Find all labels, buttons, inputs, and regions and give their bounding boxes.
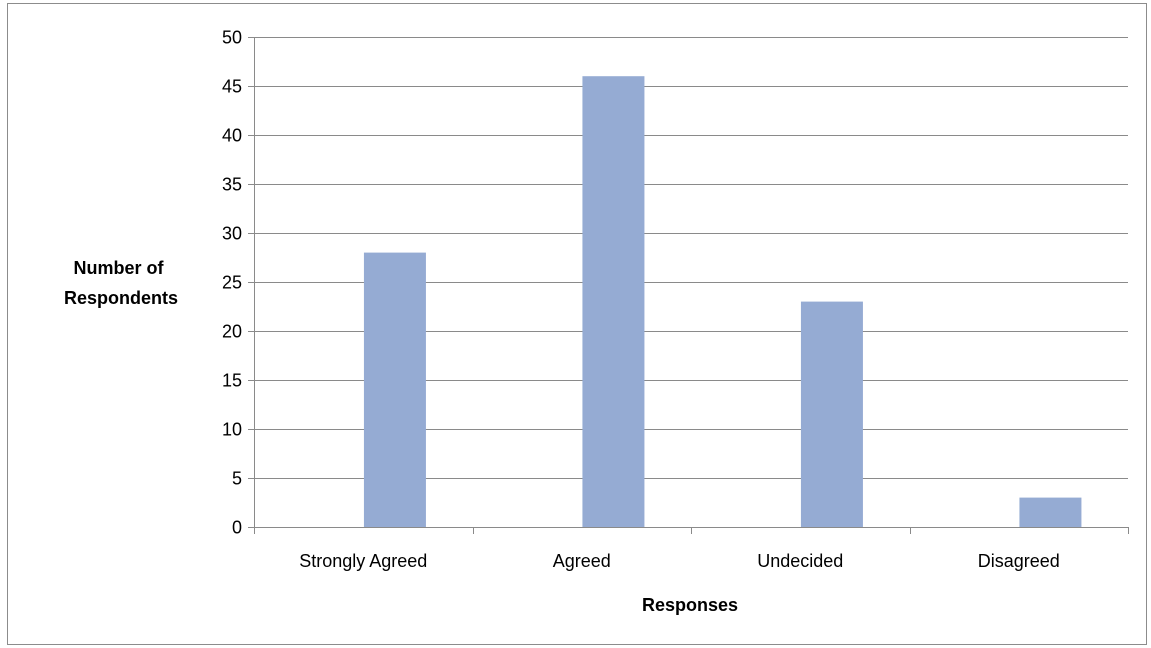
axes bbox=[248, 37, 1129, 534]
y-tick-label-35: 35 bbox=[222, 175, 242, 195]
y-tick-label-15: 15 bbox=[222, 371, 242, 391]
y-tick-label-45: 45 bbox=[222, 77, 242, 97]
y-tick-label-0: 0 bbox=[232, 518, 242, 538]
x-tick-label-agreed: Agreed bbox=[553, 551, 611, 571]
chart-frame bbox=[7, 3, 1147, 645]
y-axis-title-line-1: Number of bbox=[73, 258, 164, 278]
x-tick-label-disagreed: Disagreed bbox=[978, 551, 1060, 571]
bars bbox=[363, 76, 1082, 527]
y-tick-label-20: 20 bbox=[222, 322, 242, 342]
y-tick-label-40: 40 bbox=[222, 126, 242, 146]
x-tick-label-undecided: Undecided bbox=[757, 551, 843, 571]
bar-agreed bbox=[582, 76, 645, 527]
y-axis-title: Number of Respondents bbox=[64, 258, 178, 308]
y-tick-label-30: 30 bbox=[222, 224, 242, 244]
x-tick-label-strongly-agreed: Strongly Agreed bbox=[299, 551, 427, 571]
bar-undecided bbox=[800, 301, 863, 527]
x-axis-title: Responses bbox=[642, 595, 738, 615]
tick-labels: 0 5 10 15 20 25 30 35 40 45 50 Strongly Agreed Agree… bbox=[222, 28, 1060, 572]
y-axis-title-line-2: Respondents bbox=[64, 288, 178, 308]
bar-disagreed bbox=[1019, 497, 1082, 527]
y-tick-label-50: 50 bbox=[222, 28, 242, 48]
y-tick-label-25: 25 bbox=[222, 273, 242, 293]
y-tick-label-5: 5 bbox=[232, 469, 242, 489]
y-tick-label-10: 10 bbox=[222, 420, 242, 440]
bar-strongly-agreed bbox=[363, 252, 426, 527]
